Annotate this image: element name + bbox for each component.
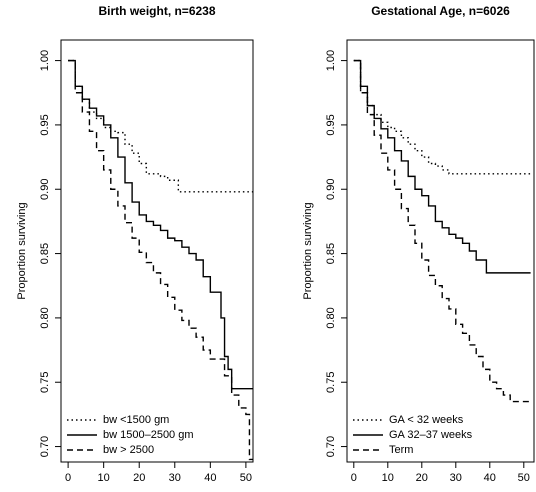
y-tick-label: 0.70 <box>325 436 337 457</box>
legend-label: GA < 32 weeks <box>389 414 464 426</box>
y-tick-label: 1.00 <box>39 50 51 71</box>
y-tick-label: 0.90 <box>39 179 51 200</box>
y-tick-label: 0.80 <box>39 307 51 328</box>
y-tick-label: 0.85 <box>325 243 337 264</box>
survival-line <box>353 59 531 274</box>
x-tick-label: 0 <box>65 472 71 484</box>
plot-frame <box>346 39 535 463</box>
x-tick-label: 30 <box>169 472 181 484</box>
y-tick-label: 0.80 <box>325 307 337 328</box>
survival-line <box>68 59 253 461</box>
survival-line <box>353 59 531 403</box>
x-tick-label: 10 <box>382 472 394 484</box>
x-tick-label: 40 <box>204 472 216 484</box>
y-tick-label: 0.75 <box>325 372 337 393</box>
x-tick-label: 0 <box>351 472 357 484</box>
legend-label: bw > 2500 <box>103 444 154 456</box>
y-tick-label: 0.75 <box>39 372 51 393</box>
y-tick-label: 0.95 <box>39 114 51 135</box>
y-axis-label: Proportion surviving <box>16 202 28 299</box>
x-tick-label: 50 <box>518 472 530 484</box>
y-tick-label: 0.70 <box>39 436 51 457</box>
x-tick-label: 50 <box>240 472 252 484</box>
chart-title: Birth weight, n=6238 <box>98 4 215 18</box>
y-axis-label: Proportion surviving <box>302 202 314 299</box>
x-tick-label: 30 <box>450 472 462 484</box>
survival-line <box>68 59 253 193</box>
legend-label: Term <box>389 444 413 456</box>
x-tick-label: 20 <box>416 472 428 484</box>
chart-title: Gestational Age, n=6026 <box>371 4 510 18</box>
survival-line <box>353 59 531 175</box>
y-tick-label: 0.95 <box>325 114 337 135</box>
y-tick-label: 0.85 <box>39 243 51 264</box>
legend-label: GA 32–37 weeks <box>389 429 473 441</box>
plot-frame <box>60 39 254 463</box>
x-tick-label: 40 <box>484 472 496 484</box>
x-tick-label: 10 <box>98 472 110 484</box>
y-tick-label: 0.90 <box>325 179 337 200</box>
legend-label: bw 1500–2500 gm <box>103 429 194 441</box>
legend-label: bw <1500 gm <box>103 414 169 426</box>
y-tick-label: 1.00 <box>325 50 337 71</box>
x-tick-label: 20 <box>133 472 145 484</box>
survival-line <box>68 59 253 390</box>
